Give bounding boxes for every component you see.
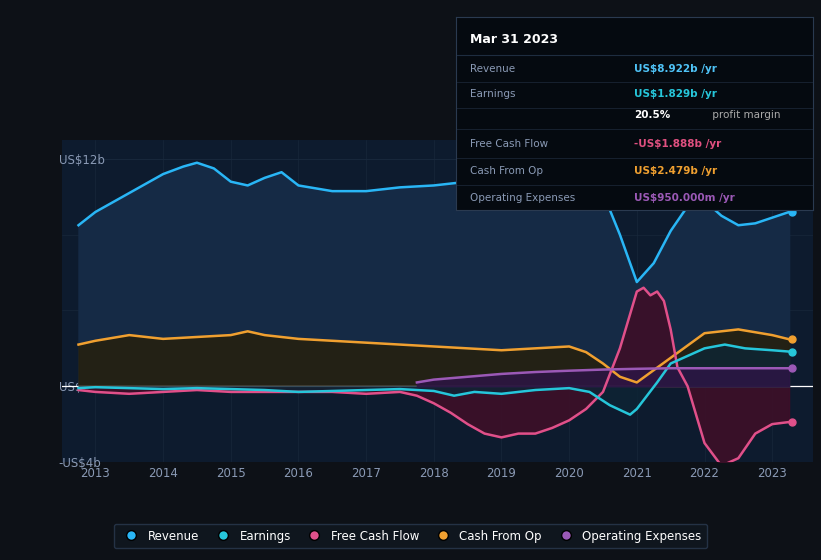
Legend: Revenue, Earnings, Free Cash Flow, Cash From Op, Operating Expenses: Revenue, Earnings, Free Cash Flow, Cash … (114, 524, 707, 548)
Text: US$1.829b /yr: US$1.829b /yr (635, 89, 717, 99)
Text: Free Cash Flow: Free Cash Flow (470, 139, 548, 150)
Text: Revenue: Revenue (470, 64, 515, 74)
Text: Cash From Op: Cash From Op (470, 166, 543, 176)
Text: Operating Expenses: Operating Expenses (470, 193, 576, 203)
Text: 20.5%: 20.5% (635, 110, 671, 120)
Text: -US$1.888b /yr: -US$1.888b /yr (635, 139, 722, 150)
Text: US$950.000m /yr: US$950.000m /yr (635, 193, 735, 203)
Text: US$8.922b /yr: US$8.922b /yr (635, 64, 717, 74)
Text: Mar 31 2023: Mar 31 2023 (470, 34, 558, 46)
Text: profit margin: profit margin (709, 110, 781, 120)
Text: Earnings: Earnings (470, 89, 516, 99)
Text: US$2.479b /yr: US$2.479b /yr (635, 166, 718, 176)
